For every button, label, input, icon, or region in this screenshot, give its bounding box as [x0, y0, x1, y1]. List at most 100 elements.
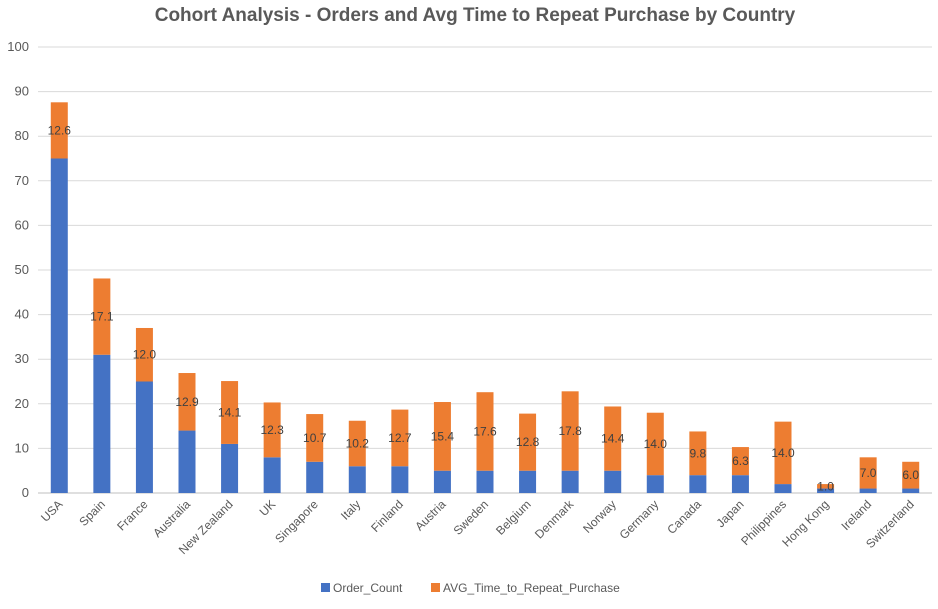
x-tick-label: Denmark [532, 497, 577, 542]
bar-avg-time-to-repeat [774, 421, 792, 485]
x-tick-label: Ireland [838, 497, 874, 533]
x-tick-label: Germany [617, 497, 662, 542]
y-tick-label: 60 [15, 217, 29, 232]
y-tick-label: 50 [15, 262, 29, 277]
data-label: 14.4 [601, 432, 625, 446]
legend-swatch [321, 583, 330, 592]
bars [50, 102, 920, 493]
x-tick-label: Sweden [451, 497, 492, 538]
bar-order-count [135, 381, 153, 493]
data-label: 12.3 [260, 423, 284, 437]
bar-order-count [689, 475, 707, 493]
bar-avg-time-to-repeat [93, 278, 111, 355]
x-tick-label: Norway [580, 497, 619, 536]
bar-avg-time-to-repeat [263, 402, 281, 458]
bar-order-count [476, 470, 494, 493]
data-label: 17.6 [473, 424, 497, 438]
bar-avg-time-to-repeat [306, 414, 324, 462]
x-tick-label: Japan [714, 497, 747, 530]
bar-avg-time-to-repeat [476, 392, 494, 471]
bar-order-count [774, 484, 792, 493]
data-label: 17.8 [558, 424, 582, 438]
data-label: 12.0 [133, 348, 157, 362]
bar-order-count [859, 488, 877, 493]
y-axis-ticks: 0 10 20 30 40 50 60 70 80 90 100 [7, 39, 29, 500]
y-tick-label: 30 [15, 351, 29, 366]
bar-avg-time-to-repeat [50, 102, 68, 159]
bar-avg-time-to-repeat [902, 461, 920, 489]
data-label: 17.1 [90, 310, 114, 324]
legend-swatch [431, 583, 440, 592]
data-labels: 12.6 17.1 12.0 12.9 14.1 12.3 10.7 10.2 12.7 15.4… [48, 123, 920, 493]
data-label: 1.0 [817, 479, 834, 493]
bar-avg-time-to-repeat [433, 402, 451, 471]
bar-order-count [93, 354, 111, 493]
legend: Order_Count AVG_Time_to_Repeat_Purchase [321, 581, 620, 595]
data-label: 12.7 [388, 431, 412, 445]
bar-order-count [50, 158, 68, 493]
y-tick-label: 90 [15, 84, 29, 99]
bar-avg-time-to-repeat [817, 484, 835, 489]
bar-avg-time-to-repeat [391, 409, 409, 467]
bar-order-count [817, 488, 835, 493]
x-tick-label: USA [38, 497, 65, 524]
x-tick-label: Spain [76, 497, 108, 529]
bar-avg-time-to-repeat [689, 431, 707, 476]
bar-avg-time-to-repeat [604, 406, 622, 471]
data-label: 6.0 [902, 468, 919, 482]
bar-avg-time-to-repeat [178, 373, 196, 431]
bar-avg-time-to-repeat [135, 327, 153, 382]
bar-order-count [902, 488, 920, 493]
data-label: 14.0 [644, 437, 668, 451]
y-tick-label: 10 [15, 440, 29, 455]
y-tick-label: 80 [15, 128, 29, 143]
data-label: 12.8 [516, 435, 540, 449]
bar-order-count [391, 466, 409, 493]
bar-order-count [263, 457, 281, 493]
data-label: 14.1 [218, 405, 242, 419]
x-tick-label: Canada [664, 497, 704, 537]
legend-label: AVG_Time_to_Repeat_Purchase [443, 581, 620, 595]
x-tick-label: Belgium [493, 497, 534, 538]
bar-avg-time-to-repeat [348, 420, 366, 467]
x-tick-label: Hong Kong [779, 497, 831, 549]
bar-avg-time-to-repeat [561, 391, 579, 471]
bar-order-count [561, 470, 579, 493]
bar-order-count [348, 466, 366, 493]
bar-order-count [221, 443, 239, 493]
bar-avg-time-to-repeat [859, 457, 877, 489]
data-label: 12.9 [175, 395, 199, 409]
y-tick-label: 40 [15, 307, 29, 322]
data-label: 14.0 [771, 446, 795, 460]
data-label: 6.3 [732, 454, 749, 468]
legend-label: Order_Count [333, 581, 403, 595]
bar-order-count [519, 470, 537, 493]
y-tick-label: 70 [15, 173, 29, 188]
y-tick-label: 0 [22, 485, 29, 500]
bar-avg-time-to-repeat [221, 381, 239, 444]
x-tick-label: Australia [150, 497, 193, 540]
bar-order-count [178, 430, 196, 493]
bar-order-count [731, 475, 749, 493]
data-label: 10.7 [303, 431, 327, 445]
chart-title: Cohort Analysis - Orders and Avg Time to… [155, 5, 796, 26]
bar-order-count [646, 475, 664, 493]
y-tick-label: 20 [15, 396, 29, 411]
x-tick-label: Singapore [272, 497, 321, 546]
data-label: 10.2 [346, 436, 370, 450]
y-tick-label: 100 [7, 39, 29, 54]
x-tick-label: France [114, 497, 151, 534]
bar-avg-time-to-repeat [731, 447, 749, 476]
x-tick-label: Finland [368, 497, 406, 535]
data-label: 9.8 [690, 446, 707, 460]
x-tick-label: Austria [412, 497, 449, 534]
data-label: 12.6 [48, 123, 72, 137]
bar-order-count [604, 470, 622, 493]
bar-avg-time-to-repeat [646, 412, 664, 476]
bar-avg-time-to-repeat [519, 413, 537, 471]
x-tick-label: UK [257, 497, 279, 519]
x-tick-label: Italy [338, 497, 363, 522]
